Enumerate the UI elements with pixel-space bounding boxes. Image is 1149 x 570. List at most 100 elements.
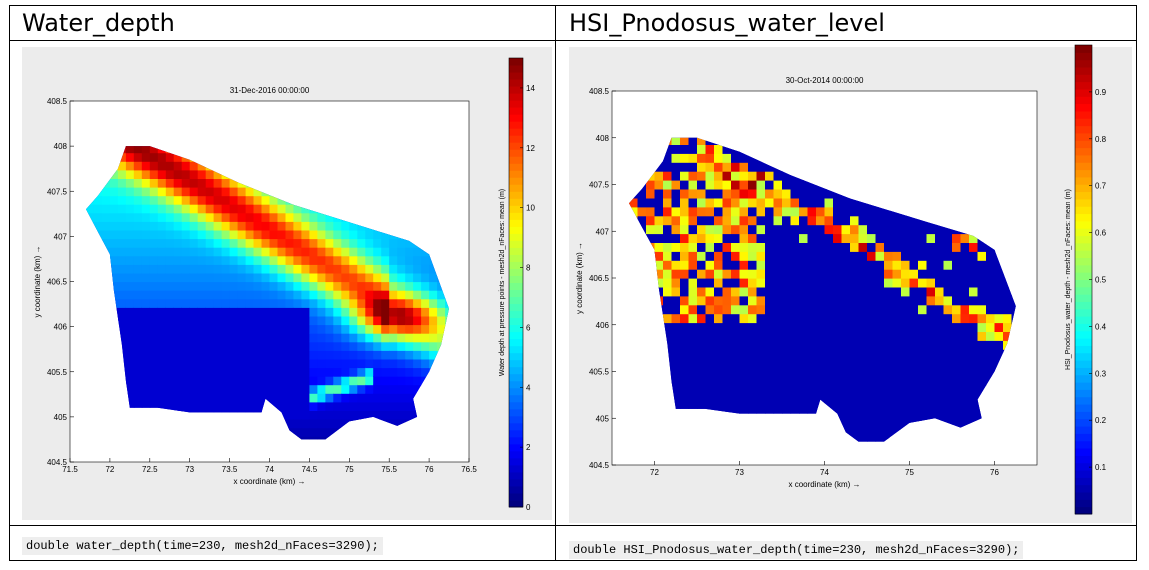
colorbar-segment	[509, 170, 523, 178]
field-cell	[365, 238, 374, 248]
field-cell	[697, 313, 707, 324]
field-cell	[317, 436, 326, 440]
field-cell	[413, 264, 422, 274]
field-cell	[739, 180, 749, 190]
field-cell	[373, 255, 382, 265]
field-cell	[875, 313, 885, 324]
field-cell	[421, 264, 430, 274]
field-cell	[952, 251, 962, 261]
field-cell	[269, 272, 279, 283]
field-cell	[325, 376, 334, 386]
field-cell	[149, 393, 159, 403]
field-cell	[213, 272, 223, 283]
field-cell	[807, 340, 817, 350]
field-cell	[697, 295, 707, 306]
field-cell	[680, 171, 690, 181]
field-cell	[285, 358, 295, 369]
field-cell	[799, 189, 809, 199]
field-cell	[253, 212, 263, 222]
field-cell	[349, 221, 358, 231]
colorbar-segment	[509, 282, 523, 291]
field-cell	[189, 247, 199, 257]
field-cell	[189, 212, 199, 222]
field-cell	[884, 286, 894, 297]
field-cell	[165, 324, 175, 334]
field-cell	[141, 290, 151, 300]
field-cell	[197, 204, 207, 214]
field-cell	[943, 286, 953, 297]
field-cell	[994, 260, 1004, 270]
field-cell	[654, 251, 664, 261]
field-cell	[293, 221, 302, 231]
field-cell	[397, 290, 406, 300]
field-cell	[901, 358, 911, 368]
field-cell	[189, 324, 199, 334]
colorbar-segment	[509, 191, 523, 199]
field-cell	[765, 313, 775, 324]
field-cell	[365, 384, 374, 394]
field-cell	[858, 367, 868, 377]
field-cell	[301, 290, 310, 300]
field-cell	[117, 204, 127, 214]
field-cell	[229, 195, 239, 205]
field-cell	[117, 169, 127, 179]
field-cell	[705, 189, 715, 199]
field-cell	[714, 349, 724, 359]
field-cell	[245, 341, 255, 351]
field-cell	[285, 401, 295, 411]
field-cell	[269, 358, 279, 369]
field-cell	[977, 260, 987, 270]
field-cell	[705, 286, 715, 297]
field-cell	[918, 340, 928, 350]
field-cell	[205, 255, 215, 265]
field-cell	[237, 221, 247, 231]
field-cell	[237, 393, 247, 403]
field-cell	[731, 260, 741, 270]
field-cell	[213, 221, 223, 231]
field-cell	[301, 410, 310, 420]
field-cell	[133, 187, 143, 197]
field-cell	[748, 224, 758, 235]
field-cell	[697, 331, 707, 341]
field-cell	[833, 393, 843, 404]
field-cell	[671, 340, 681, 350]
panel-heading-water-depth: Water_depth	[22, 9, 175, 37]
field-cell	[858, 429, 868, 439]
field-cell	[850, 233, 860, 243]
field-cell	[197, 384, 207, 394]
field-cell	[909, 286, 919, 297]
field-cell	[824, 197, 834, 208]
field-cell	[309, 427, 318, 437]
field-cell	[421, 358, 430, 369]
field-cell	[125, 307, 135, 317]
colorbar-tick-label: 8	[526, 264, 531, 273]
colorbar-segment	[509, 359, 523, 368]
field-cell	[765, 367, 775, 377]
field-cell	[875, 393, 885, 404]
field-cell	[333, 290, 342, 300]
field-cell	[671, 153, 681, 163]
colorbar-segment	[509, 268, 523, 276]
field-cell	[680, 242, 690, 252]
field-cell	[117, 161, 127, 171]
field-cell	[892, 340, 902, 350]
field-cell	[157, 204, 167, 214]
field-cell	[133, 212, 143, 222]
field-cell	[317, 358, 326, 369]
field-cell	[245, 204, 255, 214]
field-cell	[445, 307, 449, 317]
field-cell	[341, 333, 350, 343]
field-cell	[333, 238, 342, 248]
field-cell	[722, 313, 732, 324]
field-cell	[205, 307, 215, 317]
field-cell	[357, 333, 366, 343]
field-cell	[765, 224, 775, 235]
field-cell	[875, 286, 885, 297]
field-cell	[714, 322, 724, 332]
field-cell	[1003, 304, 1013, 315]
colorbar-segment	[1075, 389, 1092, 398]
field-cell	[867, 420, 877, 430]
field-cell	[373, 367, 382, 377]
chart-title: 30-Oct-2014 00:00:00	[786, 76, 864, 85]
field-cell	[841, 331, 851, 341]
